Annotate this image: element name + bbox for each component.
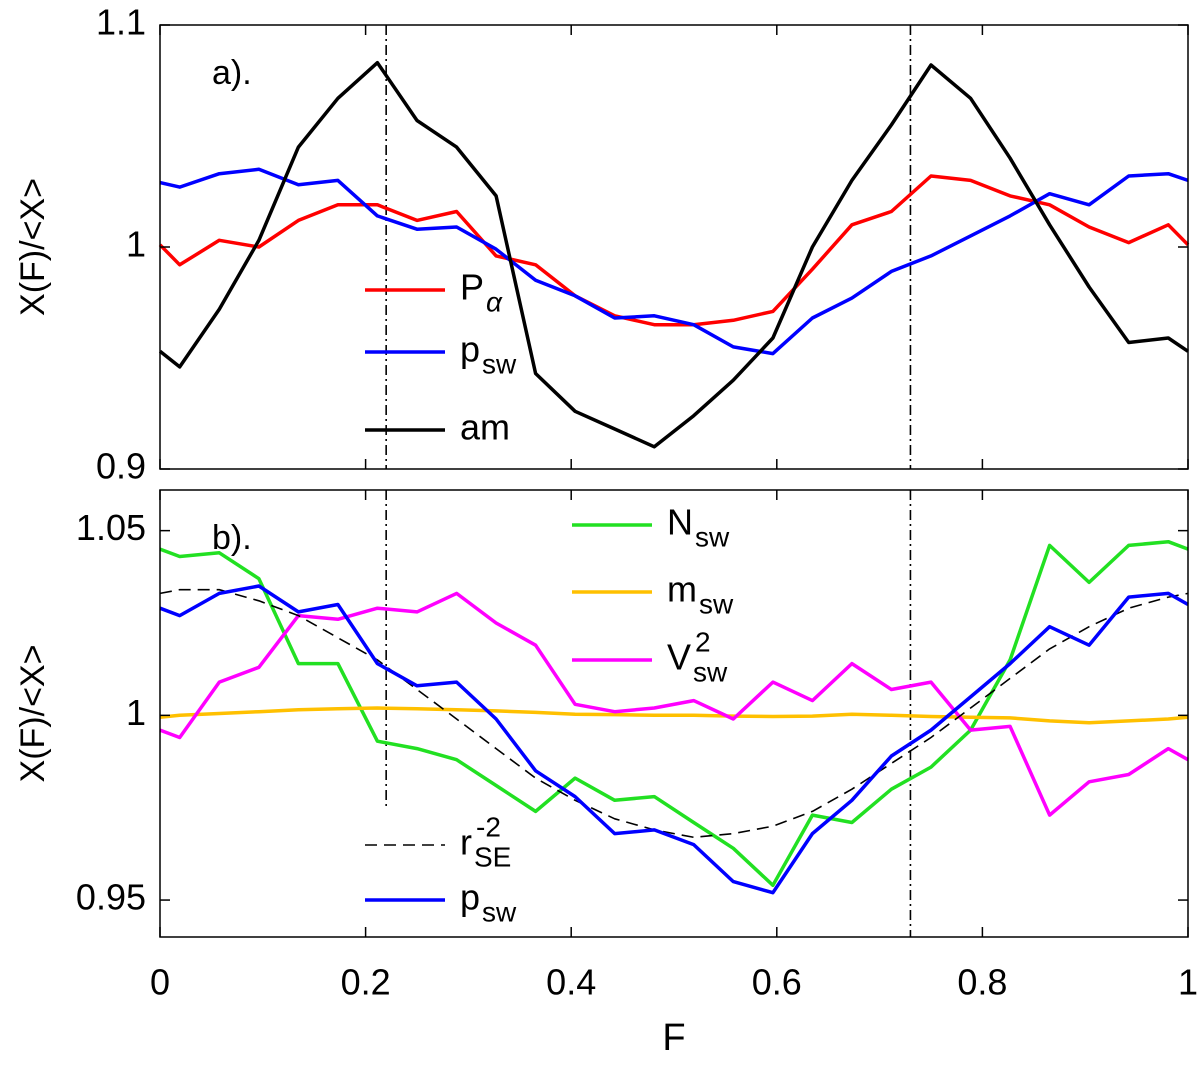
plot-frame (159, 489, 1189, 938)
legend-label: r (460, 822, 472, 863)
y-tick-label: 0.9 (96, 446, 146, 487)
x-axis-label: F (662, 1017, 685, 1059)
x-tick-label: 0.6 (752, 962, 802, 1003)
data-line (159, 167, 1189, 356)
data-line (159, 539, 1189, 888)
legend-subscript: sw (482, 348, 517, 379)
plot-frame (159, 24, 1189, 470)
panel-label: b). (212, 519, 252, 557)
y-tick-label: 1.05 (76, 507, 146, 548)
legend-subscript: SE (474, 841, 511, 872)
y-axis-label: X(F)/<X> (14, 178, 52, 316)
legend-subscript: sw (699, 588, 734, 619)
data-line (158, 174, 1190, 327)
y-tick-label: 1 (126, 692, 146, 733)
data-line (158, 60, 1189, 449)
x-tick-label: 1 (1178, 962, 1198, 1003)
legend-label: m (667, 569, 697, 610)
y-tick-label: 1.1 (96, 2, 146, 43)
legend-superscript: 2 (695, 626, 711, 657)
legend-subscript: sw (482, 896, 517, 927)
legend-label: am (460, 407, 510, 448)
legend-label: N (667, 502, 693, 543)
legend-label: p (460, 329, 480, 370)
legend-label: P (460, 267, 484, 308)
y-tick-label: 1 (126, 224, 146, 265)
legend-subscript: sw (695, 521, 730, 552)
legend-subscript: sw (693, 656, 728, 687)
y-tick-label: 0.95 (76, 877, 146, 918)
y-axis-label: X(F)/<X> (14, 645, 52, 783)
x-tick-label: 0 (150, 962, 170, 1003)
x-tick-label: 0.2 (341, 962, 391, 1003)
legend-subscript: α (486, 286, 503, 317)
legend-label: V (667, 637, 691, 678)
data-line (159, 591, 1189, 817)
x-tick-label: 0.4 (546, 962, 596, 1003)
data-line (159, 584, 1189, 895)
x-tick-label: 0.8 (957, 962, 1007, 1003)
data-line (159, 588, 1189, 839)
panel-label: a). (212, 54, 252, 92)
legend-superscript: -2 (476, 811, 501, 842)
data-line (159, 706, 1189, 725)
legend-label: p (460, 877, 480, 918)
